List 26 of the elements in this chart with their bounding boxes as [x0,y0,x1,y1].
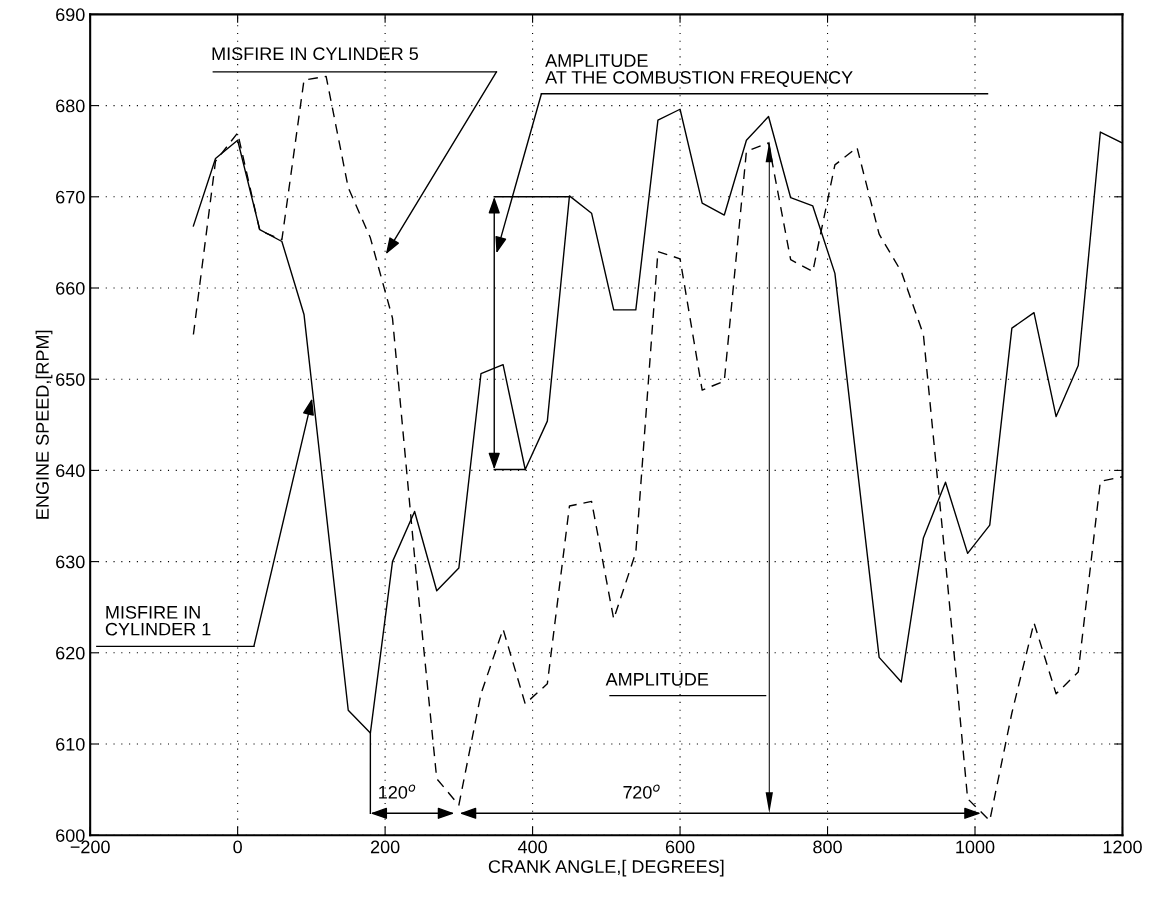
x-tick-label: 0 [233,840,242,854]
annotation: AMPLITUDE AT THE COMBUSTION FREQUENCY [545,54,853,88]
x-axis-title: CRANK ANGLE,[ DEGREES] [488,859,724,877]
x-tick-label: 200 [370,840,400,854]
y-tick-label: 660 [56,281,85,295]
y-tick-label: 690 [56,8,85,22]
x-tick-label: 400 [517,840,547,854]
x-tick-label: 800 [813,840,842,854]
annotation: 120$^{o}$ [379,784,416,799]
y-axis-title: ENGINE SPEED,[RPM] [35,330,53,519]
annotation: AMPLITUDE [605,673,709,686]
y-tick-label: 620 [56,646,85,660]
y-tick-label: 680 [56,99,85,113]
y-tick-label: 650 [56,373,85,386]
x-tick-label: 600 [665,840,695,854]
annotation: MISFIRE IN CYLINDER 1 [105,605,211,636]
y-tick-label: 630 [56,555,85,569]
x-tick-label: 1000 [956,840,995,854]
y-tick-label: 610 [56,737,85,751]
x-tick-label: −200 [70,840,110,854]
x-tick-label: 1200 [1103,840,1142,854]
annotation: 720$^{o}$ [623,784,660,799]
y-tick-label: 640 [56,464,85,478]
annotation: MISFIRE IN CYLINDER 5 [212,47,419,61]
y-tick-label: 670 [56,190,85,204]
y-tick-label: 600 [56,829,85,842]
